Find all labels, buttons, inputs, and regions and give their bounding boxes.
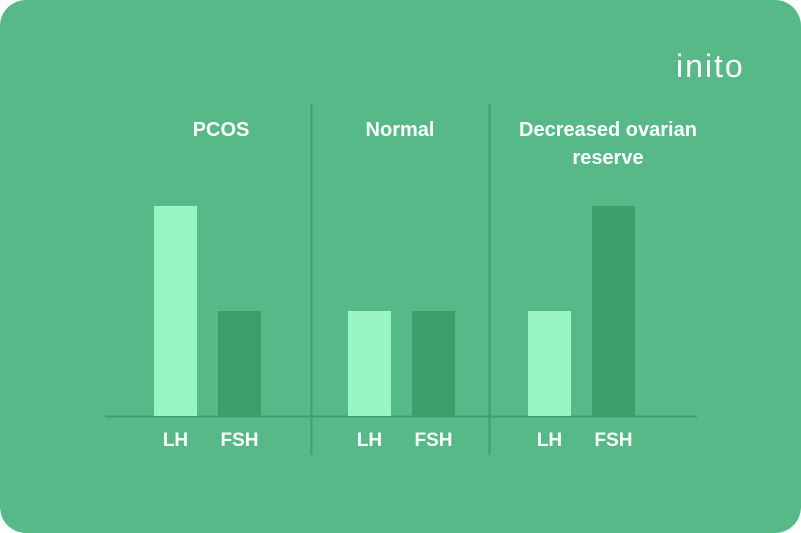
group-title: PCOS	[192, 119, 250, 141]
bar	[154, 206, 197, 416]
category-label: LH	[162, 430, 189, 451]
brand-logo: inito	[676, 48, 745, 84]
group-title: Normal	[365, 119, 435, 141]
bar	[218, 311, 261, 416]
group-title: Decreased ovarian reserve	[519, 119, 697, 169]
category-label: FSH	[594, 430, 633, 451]
bar	[528, 311, 571, 416]
category-label: FSH	[414, 430, 453, 451]
category-label: LH	[536, 430, 563, 451]
category-label: LH	[356, 430, 383, 451]
category-label: FSH	[220, 430, 259, 451]
bar	[412, 311, 455, 416]
bar	[348, 311, 391, 416]
bar	[592, 206, 635, 416]
